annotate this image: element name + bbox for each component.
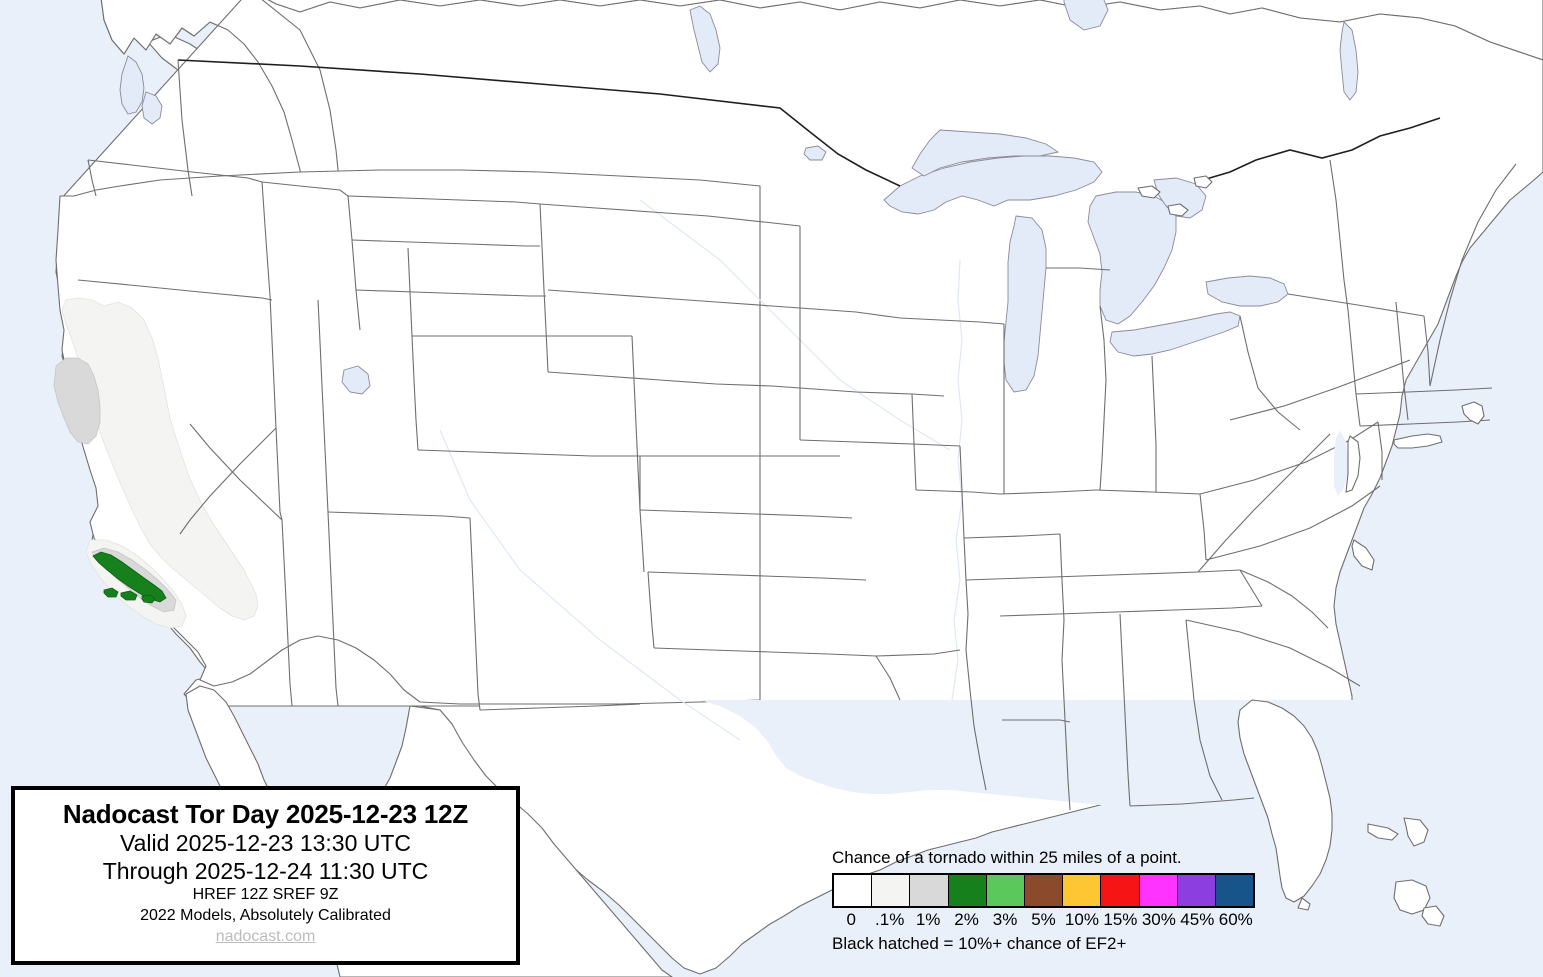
gulf-of-mexico [700,700,1543,977]
legend-swatch-2pct [948,875,987,907]
legend-label-5: 5% [1031,910,1056,930]
lake-winnipeg [689,5,721,73]
lake-erie [1109,311,1241,357]
legend-swatch-60pct [1215,875,1254,907]
legend-label-4: 3% [992,910,1018,930]
bahamas-island-2 [1403,817,1429,847]
prob-region-1-nocal [53,357,101,445]
page-title: Nadocast Tor Day 2025-12-23 12Z [62,799,469,829]
legend-label-3: 2% [954,910,979,930]
georgian-bay [1153,177,1207,219]
coastline-detail [119,0,1485,571]
prob-region-2-island-santa-cruz [103,587,119,598]
valid-time-line: Valid 2025-12-23 13:30 UTC [119,830,412,857]
legend-label-8: 30% [1141,910,1176,930]
nadocast-site-link[interactable]: nadocast.com [215,928,316,946]
legend-label-0: 0 [846,910,856,930]
bahamas-islands [1367,823,1399,841]
missouri-river [639,199,951,451]
legend-hatching-note: Black hatched = 10%+ chance of EF2+ [832,934,1127,954]
florida-keys [1297,897,1311,911]
lake-superior [883,155,1103,215]
prob-region-2-island-anacapa [141,594,156,604]
legend-swatch-45pct [1177,875,1216,907]
florida-peninsula [1237,699,1333,903]
through-time-line: Through 2025-12-24 11:30 UTC [102,858,429,885]
legend-label-2: 1% [915,910,941,930]
legend-caption: Chance of a tornado within 25 miles of a… [832,848,1182,867]
rio-grande-river [439,429,741,741]
legend-label-1: .1% [875,910,905,930]
legend-label-9: 45% [1180,910,1215,930]
legend-swatch-3pct [986,875,1025,907]
state-borders [77,59,1517,811]
lake-michigan [1003,215,1047,393]
lake-champlain [1339,21,1359,101]
legend-label-7: 15% [1103,910,1138,930]
lake-of-the-woods [803,145,827,161]
legend-swatch-p1pct [872,875,911,907]
legend-color-bar [832,873,1255,909]
legend-swatch-15pct [1101,875,1140,907]
mississippi-river [951,259,963,701]
calibration-line: 2022 Models, Absolutely Calibrated [140,906,391,924]
models-line: HREF 12Z SREF 9Z [192,886,339,904]
legend-swatch-1pct [910,875,949,907]
legend-tick-labels: 0 .1% 1% 2% 3% 5% 10% 15% 30% 45% 60% [832,910,1255,930]
legend-swatch-0 [834,875,873,907]
prob-region-2-island-santa-rosa [120,590,138,601]
cuba-island-2 [1421,905,1445,927]
legend-swatch-5pct [1024,875,1064,907]
prob-region-2-santa-barbara [92,551,167,603]
forecast-info-box: Nadocast Tor Day 2025-12-23 12Z Valid 20… [11,786,520,965]
legend-swatch-10pct [1063,875,1102,907]
legend-swatch-30pct [1139,875,1178,907]
lake-ontario [1205,275,1289,307]
lake-huron [1087,191,1177,325]
great-salt-lake [341,365,371,395]
legend-label-6: 10% [1064,910,1099,930]
lake-superior-upper-bay [911,129,1060,177]
legend-label-10: 60% [1218,910,1253,930]
probability-legend: Chance of a tornado within 25 miles of a… [832,848,1257,954]
